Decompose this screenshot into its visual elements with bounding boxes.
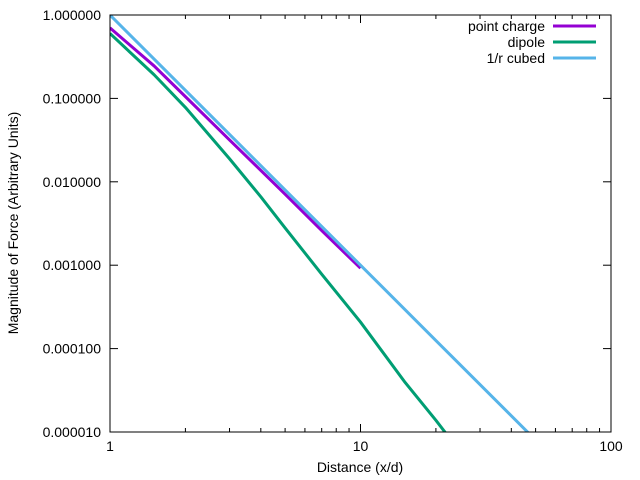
x-tick-label: 1: [106, 438, 114, 454]
legend-label: point charge: [468, 18, 545, 34]
legend-label: dipole: [508, 34, 546, 50]
series-line-0: [110, 26, 362, 270]
x-tick-label: 100: [599, 438, 623, 454]
y-tick-label: 0.100000: [43, 90, 102, 106]
y-tick-label: 0.001000: [43, 257, 102, 273]
series-line-2: [110, 15, 530, 432]
y-tick-label: 0.000100: [43, 341, 102, 357]
y-axis-label: Magnitude of Force (Arbitrary Units): [5, 112, 21, 335]
y-tick-label: 0.010000: [43, 174, 102, 190]
series-line-1: [110, 32, 447, 432]
y-tick-label: 0.000010: [43, 424, 102, 440]
plot-frame: [109, 14, 612, 433]
y-tick-label: 1.000000: [43, 7, 102, 23]
legend-label: 1/r cubed: [487, 50, 545, 66]
x-axis-label: Distance (x/d): [317, 459, 403, 475]
x-tick-label: 10: [353, 438, 369, 454]
